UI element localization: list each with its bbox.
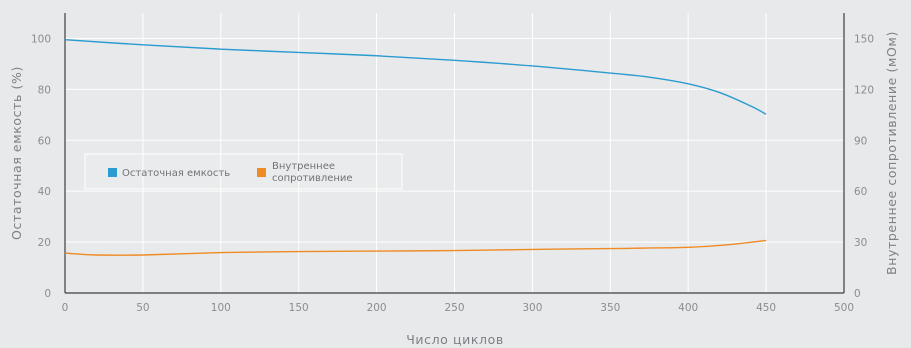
x-tick-label: 400 (678, 302, 698, 314)
y2-tick-label: 150 (854, 33, 874, 45)
y-tick-label: 100 (31, 33, 51, 45)
grid (65, 13, 844, 293)
legend-label-capacity: Остаточная емкость (122, 168, 230, 179)
axes (64, 13, 845, 294)
y-tick-label: 20 (38, 237, 51, 249)
legend-label-resistance-line2: сопротивление (272, 173, 353, 184)
x-tick-label: 100 (211, 302, 231, 314)
legend-swatch-capacity (108, 168, 117, 177)
y-tick-label: 0 (44, 288, 51, 300)
x-tick-label: 500 (834, 302, 854, 314)
y-tick-label: 60 (38, 135, 51, 147)
y2-tick-label: 90 (854, 135, 867, 147)
y2-tick-label: 0 (854, 288, 861, 300)
y-tick-label: 40 (38, 186, 51, 198)
y2-tick-label: 60 (854, 186, 867, 198)
y-tick-label: 80 (38, 84, 51, 96)
legend: Остаточная емкость Внутреннее сопротивле… (84, 153, 403, 190)
series (64, 39, 767, 256)
x-tick-label: 450 (756, 302, 776, 314)
y2-axis-title: Внутреннее сопротивление (мОм) (884, 31, 899, 275)
x-tick-label: 250 (444, 302, 464, 314)
x-tick-label: 350 (600, 302, 620, 314)
legend-swatch-resistance (257, 168, 266, 177)
x-axis-title: Число циклов (406, 332, 504, 347)
legend-label-resistance: Внутреннее сопротивление (272, 161, 353, 184)
y2-tick-label: 30 (854, 237, 867, 249)
x-tick-label: 0 (62, 302, 69, 314)
legend-label-resistance-line1: Внутреннее (272, 161, 335, 172)
series-line-capacity (64, 39, 767, 115)
y-axis-title: Остаточная емкость (%) (9, 66, 24, 240)
y2-tick-label: 120 (854, 84, 874, 96)
tick-labels: 0 50 100 150 200 250 300 350 400 450 5000204060801… (31, 33, 874, 314)
series-line-resistance (64, 239, 767, 256)
x-tick-label: 200 (367, 302, 387, 314)
legend-box (84, 153, 403, 190)
x-tick-label: 150 (289, 302, 309, 314)
x-tick-label: 50 (136, 302, 149, 314)
x-tick-label: 300 (522, 302, 542, 314)
